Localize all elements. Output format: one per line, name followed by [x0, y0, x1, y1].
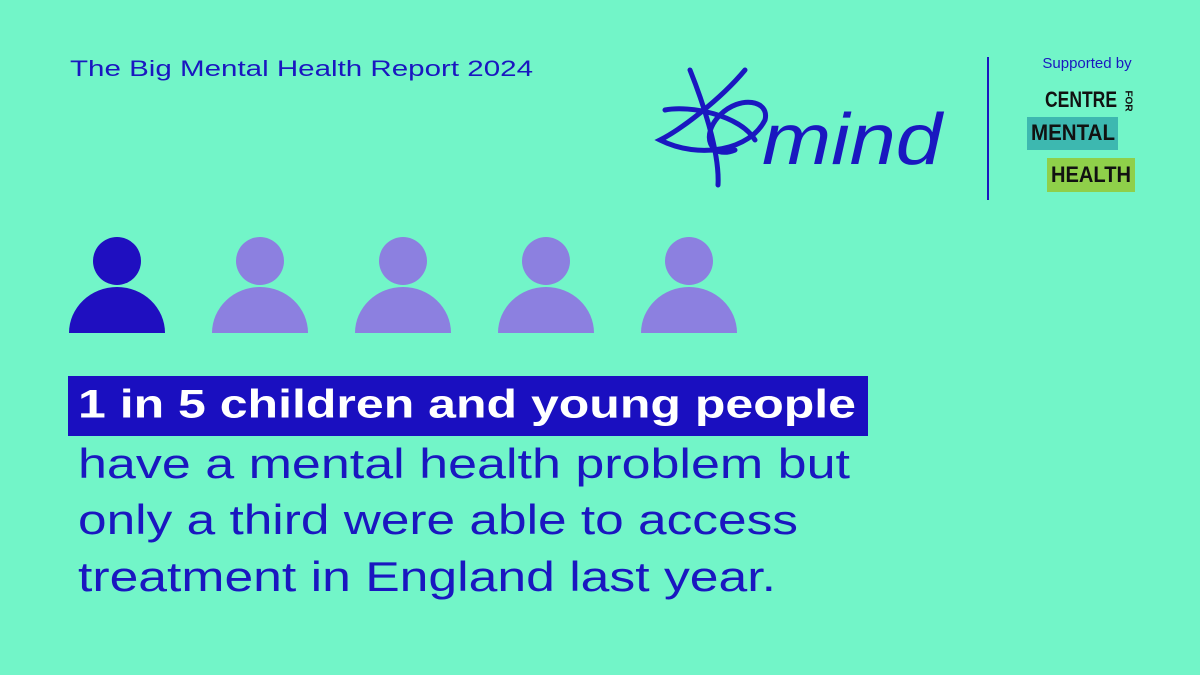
supported-by: Supported by	[1042, 55, 1132, 72]
person-body	[69, 287, 165, 333]
person-head	[236, 237, 284, 285]
headline-box	[68, 376, 868, 436]
headline: 1 in 5 children and young people	[78, 383, 856, 427]
partner-box	[1027, 117, 1118, 150]
partner-line1: CENTRE	[1045, 87, 1117, 112]
partner-box	[1047, 158, 1135, 192]
person-head	[665, 237, 713, 285]
partner-line1b: FOR	[1122, 90, 1133, 112]
body-line: only a third were able to access	[78, 496, 798, 543]
person-body	[641, 287, 737, 333]
body-line: treatment in England last year.	[78, 553, 776, 600]
mind-logo	[654, 67, 768, 188]
report-title: The Big Mental Health Report 2024	[70, 56, 533, 81]
person-body	[355, 287, 451, 333]
body-line: have a mental health problem but	[78, 440, 850, 487]
person-head	[522, 237, 570, 285]
person-head	[379, 237, 427, 285]
mind-logo-text: mind	[762, 100, 944, 180]
partner-line2: MENTAL	[1031, 120, 1115, 145]
person-body	[498, 287, 594, 333]
people-icons	[69, 237, 737, 333]
partner-line3: HEALTH	[1051, 162, 1131, 187]
person-body	[212, 287, 308, 333]
person-head	[93, 237, 141, 285]
